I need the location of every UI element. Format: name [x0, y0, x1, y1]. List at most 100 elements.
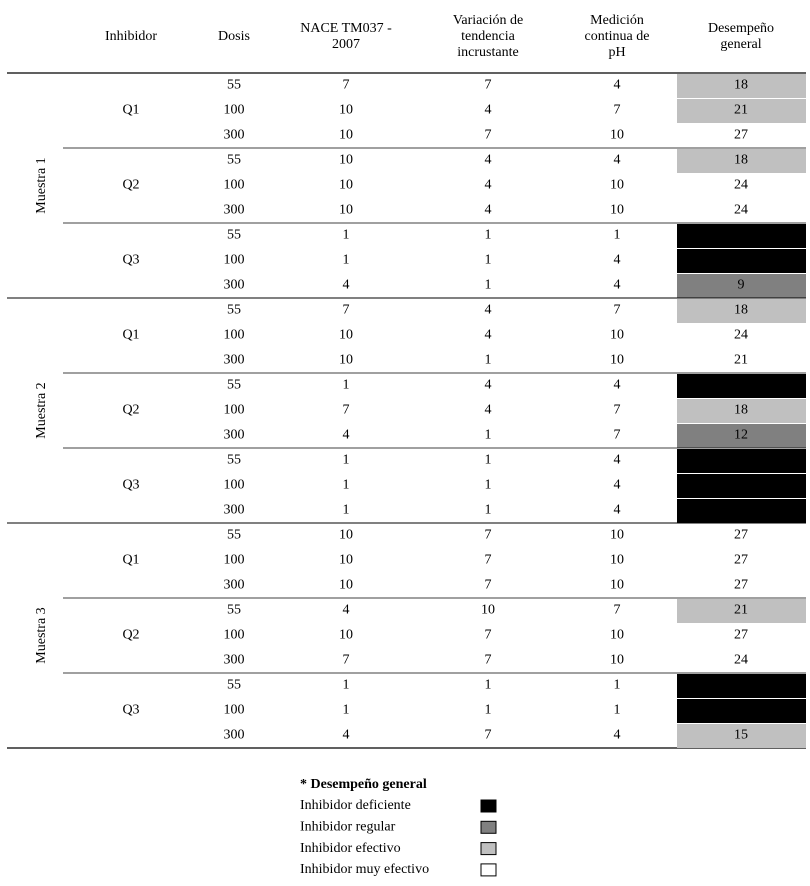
nace-value: 10	[339, 103, 353, 118]
nace-value: 1	[343, 703, 350, 718]
dose-value: 55	[227, 153, 241, 168]
performance-value: 3	[738, 228, 745, 243]
variation-value: 7	[485, 78, 492, 93]
performance-value: 21	[734, 603, 748, 618]
nace-value: 10	[339, 178, 353, 193]
ph-value: 4	[614, 478, 621, 493]
ph-value: 7	[614, 103, 621, 118]
ph-value: 1	[614, 678, 621, 693]
performance-value: 18	[734, 153, 748, 168]
dose-value: 300	[224, 278, 245, 293]
column-header: Medición	[590, 13, 644, 28]
dose-value: 100	[224, 403, 245, 418]
variation-value: 1	[485, 278, 492, 293]
legend-swatch	[480, 842, 497, 856]
column-header: general	[720, 37, 761, 52]
nace-value: 4	[343, 603, 350, 618]
inhibitor-label: Q1	[122, 103, 139, 118]
ph-value: 4	[614, 253, 621, 268]
sample-label: Muestra 2	[34, 382, 49, 438]
dose-value: 300	[224, 503, 245, 518]
legend-title: * Desempeño general	[300, 777, 427, 792]
dose-value: 100	[224, 478, 245, 493]
legend-swatch	[480, 820, 497, 834]
performance-value: 6	[738, 503, 745, 518]
performance-value: 6	[738, 453, 745, 468]
nace-value: 7	[343, 653, 350, 668]
performance-cell	[677, 549, 806, 573]
ph-value: 10	[610, 653, 624, 668]
nace-value: 10	[339, 128, 353, 143]
performance-value: 21	[734, 103, 748, 118]
ph-value: 10	[610, 178, 624, 193]
nace-value: 10	[339, 628, 353, 643]
legend-swatch	[480, 799, 497, 813]
dose-value: 100	[224, 328, 245, 343]
variation-value: 4	[485, 328, 492, 343]
variation-value: 4	[485, 153, 492, 168]
performance-value: 27	[734, 128, 748, 143]
inhibitor-label: Q3	[122, 253, 139, 268]
column-header: continua de	[585, 29, 650, 44]
dose-value: 100	[224, 703, 245, 718]
nace-value: 1	[343, 503, 350, 518]
inhibitor-label: Q2	[122, 628, 139, 643]
inhibitor-label: Q3	[122, 478, 139, 493]
legend-label: Inhibidor efectivo	[300, 841, 401, 856]
variation-value: 1	[485, 253, 492, 268]
performance-value: 9	[738, 278, 745, 293]
performance-value: 6	[738, 253, 745, 268]
variation-value: 1	[485, 678, 492, 693]
performance-cell	[677, 299, 806, 323]
dose-value: 100	[224, 628, 245, 643]
variation-value: 7	[485, 578, 492, 593]
ph-value: 7	[614, 428, 621, 443]
performance-value: 18	[734, 78, 748, 93]
ph-value: 4	[614, 78, 621, 93]
inhibitor-label: Q1	[122, 328, 139, 343]
nace-value: 7	[343, 403, 350, 418]
column-header: tendencia	[461, 29, 515, 44]
performance-value: 24	[734, 203, 748, 218]
dose-value: 300	[224, 578, 245, 593]
performance-value: 27	[734, 528, 748, 543]
ph-value: 10	[610, 328, 624, 343]
performance-cell	[677, 349, 806, 373]
ph-value: 4	[614, 378, 621, 393]
nace-value: 10	[339, 153, 353, 168]
performance-cell	[677, 524, 806, 548]
variation-value: 1	[485, 453, 492, 468]
dose-value: 55	[227, 603, 241, 618]
ph-value: 4	[614, 153, 621, 168]
dose-value: 100	[224, 253, 245, 268]
nace-value: 1	[343, 378, 350, 393]
nace-value: 1	[343, 453, 350, 468]
dose-value: 55	[227, 303, 241, 318]
performance-cell	[677, 599, 806, 623]
column-header: Desempeño	[708, 21, 774, 36]
inhibitor-label: Q2	[122, 178, 139, 193]
nace-value: 10	[339, 578, 353, 593]
performance-value: 18	[734, 403, 748, 418]
variation-value: 4	[485, 403, 492, 418]
nace-value: 10	[339, 328, 353, 343]
column-header: NACE TM037 -	[300, 21, 392, 36]
performance-cell	[677, 174, 806, 198]
column-header: Variación de	[453, 13, 523, 28]
nace-value: 7	[343, 78, 350, 93]
dose-value: 300	[224, 428, 245, 443]
dose-value: 300	[224, 128, 245, 143]
dose-value: 55	[227, 78, 241, 93]
column-header: Dosis	[218, 29, 250, 44]
ph-value: 10	[610, 203, 624, 218]
performance-cell	[677, 374, 806, 398]
variation-value: 7	[485, 728, 492, 743]
dose-value: 55	[227, 678, 241, 693]
ph-value: 10	[610, 528, 624, 543]
variation-value: 7	[485, 528, 492, 543]
dose-value: 55	[227, 228, 241, 243]
legend-swatch	[480, 863, 497, 877]
column-header: Inhibidor	[105, 29, 157, 44]
column-header: 2007	[332, 37, 360, 52]
performance-value: 15	[734, 728, 748, 743]
